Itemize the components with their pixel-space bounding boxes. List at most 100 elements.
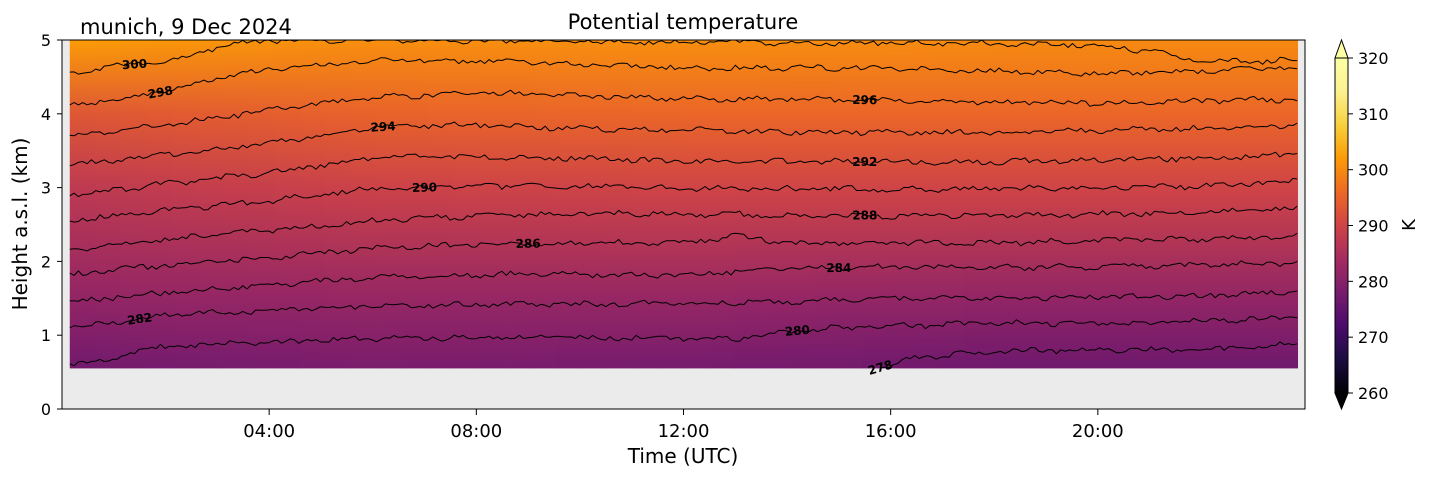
field-column xyxy=(1169,40,1196,369)
field-column xyxy=(1271,40,1299,369)
contour-line-300 xyxy=(69,40,1298,75)
contour-line-298 xyxy=(69,57,1298,106)
colorbar-extend-min xyxy=(1334,392,1349,411)
y-tick-label: 2 xyxy=(41,252,51,271)
colorbar-label: K xyxy=(1399,218,1420,231)
contour-label-296: 296 xyxy=(852,93,877,107)
colorbar-tick-label: 270 xyxy=(1358,328,1389,347)
field-column xyxy=(146,40,173,369)
field-column xyxy=(351,40,378,369)
field-column xyxy=(990,40,1017,369)
field-column xyxy=(1246,40,1273,369)
contour-label-300: 300 xyxy=(122,57,148,73)
field-column xyxy=(1067,40,1094,369)
field-column xyxy=(555,40,583,369)
colorbar-tick-label: 300 xyxy=(1358,161,1389,180)
colorbar-tick-label: 320 xyxy=(1358,49,1389,68)
contour-label-278: 278 xyxy=(866,358,894,378)
field-column xyxy=(478,40,506,369)
field-column xyxy=(197,40,224,369)
contour-line-294 xyxy=(69,121,1298,167)
y-axis-label: Height a.s.l. (km) xyxy=(8,138,32,311)
field-column xyxy=(1092,40,1120,369)
field-column xyxy=(606,40,634,369)
field-column xyxy=(760,40,787,369)
x-axis-ticks: 04:00 08:00 12:00 16:00 20:00 xyxy=(243,409,1124,442)
field-column xyxy=(402,40,429,369)
field-column xyxy=(1194,40,1222,369)
field-column xyxy=(632,40,659,369)
contour-label-284: 284 xyxy=(826,261,851,275)
field-column xyxy=(836,40,864,369)
y-axis-ticks: 0 1 2 3 4 5 xyxy=(41,31,62,419)
field-column xyxy=(683,40,710,369)
field-column xyxy=(1041,40,1068,369)
colorbar: 260 270 280 290 300 310 320 K xyxy=(1334,38,1420,411)
y-tick-label: 4 xyxy=(41,105,51,124)
chart-title: Potential temperature xyxy=(568,10,799,34)
field-column xyxy=(172,40,199,369)
colorbar-tick-label: 260 xyxy=(1358,384,1389,403)
contour-label-292: 292 xyxy=(852,155,877,169)
contour-lines xyxy=(69,40,1298,369)
colorbar-tick-label: 290 xyxy=(1358,217,1389,236)
contour-label-286: 286 xyxy=(515,237,540,251)
y-tick-label: 3 xyxy=(41,179,51,198)
y-tick-label: 5 xyxy=(41,31,51,50)
location-date-label: munich, 9 Dec 2024 xyxy=(80,15,292,39)
field-column xyxy=(325,40,352,369)
field-column xyxy=(811,40,838,369)
field-column xyxy=(1015,40,1043,369)
field-column xyxy=(427,40,455,369)
temperature-field xyxy=(69,40,1299,369)
field-column xyxy=(69,40,97,369)
contour-line-288 xyxy=(69,205,1298,252)
field-column xyxy=(274,40,301,369)
field-column xyxy=(1143,40,1171,369)
field-column xyxy=(120,40,148,369)
contour-line-286 xyxy=(69,232,1298,276)
field-column xyxy=(530,40,557,369)
y-tick-label: 1 xyxy=(41,326,51,345)
x-tick-label: 20:00 xyxy=(1072,421,1124,442)
field-column xyxy=(376,40,403,369)
contour-labels: 278 280 282 284 286 288 290 292 294 296 298 300 xyxy=(122,57,895,378)
field-column xyxy=(95,40,122,369)
contour-label-294: 294 xyxy=(370,119,396,134)
x-tick-label: 12:00 xyxy=(658,421,710,442)
contour-line-290 xyxy=(69,177,1298,223)
y-tick-label: 0 xyxy=(41,400,51,419)
colorbar-gradient xyxy=(1334,57,1349,394)
contour-line-284 xyxy=(69,260,1298,302)
contour-label-282: 282 xyxy=(126,310,153,327)
colorbar-extend-max xyxy=(1334,38,1349,59)
contour-label-290: 290 xyxy=(412,180,437,195)
contour-line-292 xyxy=(69,151,1298,198)
field-column xyxy=(785,40,813,369)
x-axis-label: Time (UTC) xyxy=(627,444,739,468)
colorbar-tick-label: 280 xyxy=(1358,272,1389,291)
x-tick-label: 16:00 xyxy=(865,421,917,442)
field-column xyxy=(734,40,762,369)
field-column xyxy=(1220,40,1247,369)
field-column xyxy=(453,40,480,369)
contour-label-288: 288 xyxy=(852,209,877,223)
colorbar-tick-label: 310 xyxy=(1358,105,1389,124)
field-column xyxy=(939,40,966,369)
x-tick-label: 08:00 xyxy=(450,421,502,442)
field-column xyxy=(913,40,941,369)
field-column xyxy=(299,40,327,369)
field-column xyxy=(888,40,915,369)
contour-line-296 xyxy=(69,89,1298,137)
x-tick-label: 04:00 xyxy=(243,421,295,442)
contour-line-278 xyxy=(880,341,1298,369)
contour-line-280 xyxy=(69,315,1298,367)
contour-label-280: 280 xyxy=(784,323,810,339)
field-column xyxy=(1118,40,1145,369)
colorbar-ticks: 260 270 280 290 300 310 320 xyxy=(1348,49,1389,403)
field-column xyxy=(657,40,685,369)
field-column xyxy=(504,40,531,369)
field-column xyxy=(709,40,736,369)
contour-label-298: 298 xyxy=(147,83,174,101)
